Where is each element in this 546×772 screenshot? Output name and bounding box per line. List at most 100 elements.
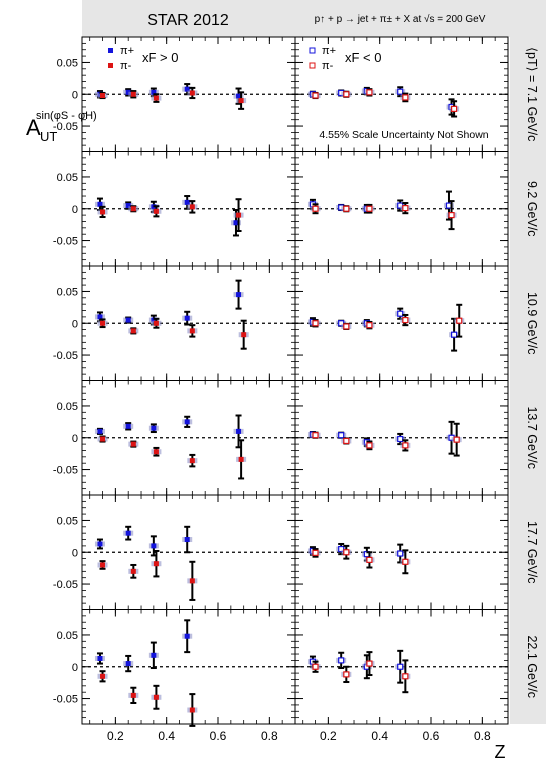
- panel-row3-xf-negative: [294, 380, 509, 496]
- marker: [153, 449, 159, 455]
- marker: [97, 201, 103, 207]
- y-axis-title-sub: UT: [40, 129, 57, 144]
- y-axis-title-main: A: [26, 115, 41, 140]
- marker: [151, 89, 157, 95]
- marker: [366, 660, 373, 667]
- marker: [402, 558, 409, 565]
- marker: [97, 541, 103, 547]
- marker: [189, 578, 195, 584]
- panel-row2-xf-positive: -0.05 0 0.05: [53, 265, 296, 381]
- pi-minus-point: [128, 205, 139, 213]
- y-tick-label: 0.05: [57, 286, 78, 298]
- pi-minus-point: [128, 327, 139, 335]
- row-label-pt: 22.1 GeV/c: [525, 635, 539, 698]
- pi-minus-point: [449, 100, 460, 118]
- pi-plus-point: [336, 542, 347, 556]
- marker: [366, 556, 373, 563]
- pi-minus-point: [97, 318, 108, 329]
- panel-row0-xf-positive: -0.05 0 0.05: [53, 36, 296, 152]
- marker: [125, 661, 131, 667]
- marker: [312, 663, 319, 670]
- panel-row5-xf-positive: -0.05 0 0.05 0.2 0.4 0.6 0.8: [53, 609, 296, 743]
- pi-minus-point: [341, 205, 352, 213]
- marker: [130, 692, 136, 698]
- pi-minus-point: [187, 200, 198, 214]
- pi-minus-point: [446, 200, 457, 231]
- pi-minus-point: [310, 548, 321, 558]
- pi-plus-point: [148, 423, 159, 434]
- marker: [184, 315, 190, 321]
- pi-minus-point: [236, 91, 247, 110]
- pi-minus-point: [341, 544, 352, 560]
- pi-minus-point: [454, 303, 465, 338]
- pi-minus-point: [187, 324, 198, 338]
- marker: [97, 314, 103, 320]
- marker: [236, 93, 242, 99]
- pi-plus-point: [449, 317, 460, 352]
- pi-minus-point: [187, 560, 198, 601]
- pi-minus-point: [400, 549, 411, 575]
- pi-plus-point: [182, 525, 193, 554]
- marker: [366, 322, 373, 329]
- pi-minus-point: [187, 693, 198, 727]
- x-tick-label: 0.2: [320, 729, 337, 743]
- legend-pim-marker: [108, 63, 113, 68]
- marker: [189, 90, 195, 96]
- marker: [125, 89, 131, 95]
- marker: [343, 91, 350, 98]
- x-tick-label: 0.6: [423, 729, 440, 743]
- pi-minus-point: [310, 91, 321, 100]
- legend-pip-label: π+: [322, 45, 336, 57]
- pi-minus-point: [151, 93, 162, 103]
- panel-row1-xf-positive: -0.05 0 0.05: [53, 151, 296, 267]
- chart-title: STAR 2012: [147, 12, 229, 29]
- pi-minus-point: [310, 319, 321, 328]
- pi-plus-point: [395, 543, 406, 564]
- y-tick-label: 0: [72, 547, 78, 559]
- y-tick-label: -0.05: [53, 579, 78, 591]
- pi-minus-point: [238, 319, 249, 350]
- legend-pim-label: π-: [322, 60, 334, 72]
- legend-pim-marker: [309, 62, 316, 69]
- row-label-band: [510, 37, 546, 724]
- y-tick-label: -0.05: [53, 236, 78, 248]
- y-tick-label: 0.05: [57, 630, 78, 642]
- marker: [153, 320, 159, 326]
- panel-row1-xf-negative: [294, 151, 509, 267]
- marker: [189, 707, 195, 713]
- legend-pip-marker: [309, 47, 316, 54]
- marker: [151, 652, 157, 658]
- marker: [366, 205, 373, 212]
- pi-plus-point: [336, 89, 347, 97]
- marker: [312, 320, 319, 327]
- y-tick-label: 0: [72, 318, 78, 330]
- y-tick-label: 0: [72, 662, 78, 674]
- pi-minus-point: [341, 90, 352, 98]
- pi-minus-point: [310, 431, 321, 439]
- pi-minus-point: [364, 551, 375, 569]
- marker: [151, 543, 157, 549]
- pi-minus-point: [364, 320, 375, 330]
- marker: [338, 657, 345, 664]
- legend-xf-condition: xF > 0: [142, 50, 179, 65]
- marker: [125, 423, 131, 429]
- marker: [402, 316, 409, 324]
- pi-minus-point: [97, 91, 108, 100]
- marker: [100, 93, 106, 99]
- marker: [402, 94, 409, 101]
- pi-minus-point: [341, 437, 352, 445]
- plot-panels: -0.05 0 0.05 -0.05 0 0.05 -0.05 0 0.05 -0.05 0 0.05…: [53, 36, 509, 743]
- pi-plus-point: [336, 431, 347, 439]
- marker: [238, 456, 244, 462]
- y-tick-label: 0.05: [57, 401, 78, 413]
- marker: [366, 89, 373, 96]
- x-tick-label: 0.8: [261, 729, 278, 743]
- y-tick-label: -0.05: [53, 694, 78, 706]
- marker: [189, 458, 195, 464]
- pi-minus-point: [341, 322, 352, 330]
- panel-row4-xf-negative: [294, 494, 509, 610]
- pi-minus-point: [187, 86, 198, 100]
- pi-minus-point: [233, 198, 244, 233]
- pi-minus-point: [400, 92, 411, 103]
- panel-row0-xf-negative: [294, 36, 509, 152]
